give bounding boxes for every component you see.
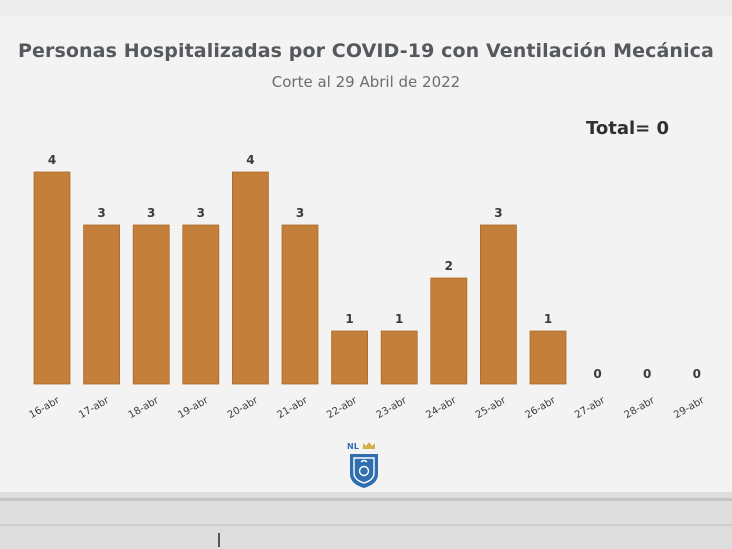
x-tick-label: 29-abr xyxy=(672,395,707,421)
bar-value-label: 4 xyxy=(246,153,254,167)
total-label: Total= 0 xyxy=(586,118,670,139)
bar-26-abr xyxy=(529,330,567,385)
x-tick-label: 25-abr xyxy=(474,395,509,421)
x-tick-label: 28-abr xyxy=(623,395,658,421)
x-tick-label: 19-abr xyxy=(176,395,211,421)
bar-21-abr xyxy=(281,224,319,385)
bar-19-abr xyxy=(182,224,220,385)
bar-22-abr xyxy=(331,330,369,385)
bar-value-label: 4 xyxy=(48,153,56,167)
bar-17-abr xyxy=(83,224,120,385)
bar-value-label: 3 xyxy=(147,206,155,220)
text-cursor xyxy=(218,533,220,547)
bar-25-abr xyxy=(479,224,517,385)
x-tick-label: 26-abr xyxy=(523,395,558,421)
x-tick-label: 16-abr xyxy=(27,395,62,421)
bar-value-label: 0 xyxy=(593,367,601,381)
bar-value-label: 1 xyxy=(345,312,353,326)
x-tick-label: 18-abr xyxy=(127,395,162,421)
nl-logo-icon: NL xyxy=(344,440,384,490)
chart-title: Personas Hospitalizadas por COVID-19 con… xyxy=(18,40,714,62)
bar-value-label: 1 xyxy=(395,312,403,326)
x-tick-label: 24-abr xyxy=(424,395,459,421)
bar-value-label: 3 xyxy=(296,206,304,220)
chart-subtitle: Corte al 29 Abril de 2022 xyxy=(271,73,461,91)
bar-value-label: 0 xyxy=(693,367,701,381)
x-tick-label: 21-abr xyxy=(275,395,310,421)
bar-value-label: 3 xyxy=(494,206,502,220)
bar-value-label: 0 xyxy=(643,367,651,381)
x-tick-label: 20-abr xyxy=(226,395,261,421)
bar-value-label: 3 xyxy=(97,206,105,220)
logo-text: NL xyxy=(347,442,359,451)
bar-value-label: 2 xyxy=(445,259,453,273)
bar-24-abr xyxy=(430,277,468,385)
bar-value-label: 3 xyxy=(197,206,205,220)
bar-20-abr xyxy=(231,171,269,385)
bar-18-abr xyxy=(132,224,170,385)
bottom-area xyxy=(0,492,732,549)
bottom-divider-2 xyxy=(0,524,732,526)
bar-16-abr xyxy=(33,171,71,385)
bottom-divider xyxy=(0,498,732,501)
bar-23-abr xyxy=(380,330,418,385)
x-tick-label: 23-abr xyxy=(375,395,410,421)
bar-value-label: 1 xyxy=(544,312,552,326)
x-tick-label: 22-abr xyxy=(325,395,360,421)
chart-panel xyxy=(0,16,732,492)
x-tick-label: 27-abr xyxy=(573,395,608,421)
x-tick-label: 17-abr xyxy=(77,395,112,421)
